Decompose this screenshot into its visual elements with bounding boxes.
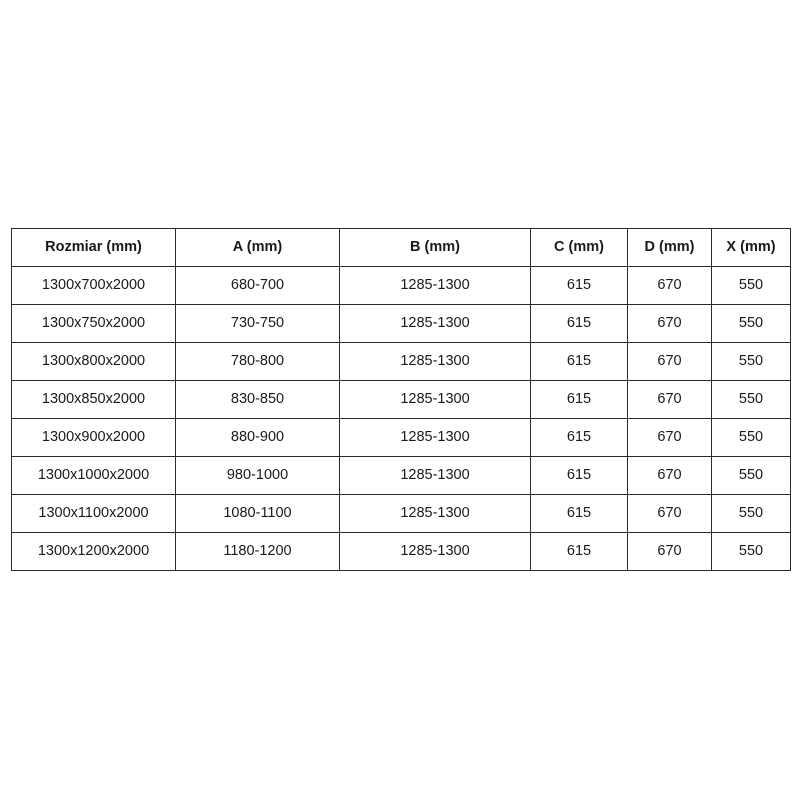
- cell-rozmiar: 1300x800x2000: [11, 342, 176, 381]
- cell-x: 550: [711, 494, 791, 533]
- column-header-d: D (mm): [627, 228, 712, 267]
- cell-c: 615: [530, 342, 628, 381]
- cell-d: 670: [627, 494, 712, 533]
- cell-b: 1285-1300: [339, 494, 531, 533]
- cell-c: 615: [530, 532, 628, 571]
- cell-rozmiar: 1300x1000x2000: [11, 456, 176, 495]
- cell-a: 880-900: [175, 418, 340, 457]
- cell-x: 550: [711, 418, 791, 457]
- cell-c: 615: [530, 304, 628, 343]
- size-table: Rozmiar (mm) A (mm) B (mm) C (mm) D (mm)…: [11, 228, 791, 571]
- cell-d: 670: [627, 418, 712, 457]
- cell-rozmiar: 1300x850x2000: [11, 380, 176, 419]
- cell-b: 1285-1300: [339, 380, 531, 419]
- column-header-x: X (mm): [711, 228, 791, 267]
- cell-b: 1285-1300: [339, 418, 531, 457]
- column-header-a: A (mm): [175, 228, 340, 267]
- table-row: 1300x1200x2000 1180-1200 1285-1300 615 6…: [11, 532, 791, 571]
- table-row: 1300x800x2000 780-800 1285-1300 615 670 …: [11, 342, 791, 381]
- table-row: 1300x900x2000 880-900 1285-1300 615 670 …: [11, 418, 791, 457]
- cell-c: 615: [530, 418, 628, 457]
- cell-a: 680-700: [175, 266, 340, 305]
- cell-a: 1180-1200: [175, 532, 340, 571]
- cell-rozmiar: 1300x700x2000: [11, 266, 176, 305]
- cell-b: 1285-1300: [339, 532, 531, 571]
- cell-x: 550: [711, 380, 791, 419]
- table-row: 1300x700x2000 680-700 1285-1300 615 670 …: [11, 266, 791, 305]
- cell-b: 1285-1300: [339, 342, 531, 381]
- cell-c: 615: [530, 494, 628, 533]
- cell-d: 670: [627, 304, 712, 343]
- table-body: 1300x700x2000 680-700 1285-1300 615 670 …: [11, 266, 791, 571]
- cell-a: 780-800: [175, 342, 340, 381]
- cell-rozmiar: 1300x750x2000: [11, 304, 176, 343]
- column-header-c: C (mm): [530, 228, 628, 267]
- cell-d: 670: [627, 342, 712, 381]
- cell-rozmiar: 1300x1100x2000: [11, 494, 176, 533]
- table-row: 1300x750x2000 730-750 1285-1300 615 670 …: [11, 304, 791, 343]
- cell-d: 670: [627, 266, 712, 305]
- cell-rozmiar: 1300x1200x2000: [11, 532, 176, 571]
- cell-rozmiar: 1300x900x2000: [11, 418, 176, 457]
- cell-c: 615: [530, 380, 628, 419]
- column-header-rozmiar: Rozmiar (mm): [11, 228, 176, 267]
- table-header-row: Rozmiar (mm) A (mm) B (mm) C (mm) D (mm)…: [11, 228, 791, 267]
- cell-d: 670: [627, 532, 712, 571]
- cell-x: 550: [711, 532, 791, 571]
- column-header-b: B (mm): [339, 228, 531, 267]
- cell-a: 830-850: [175, 380, 340, 419]
- cell-c: 615: [530, 266, 628, 305]
- cell-b: 1285-1300: [339, 304, 531, 343]
- cell-x: 550: [711, 342, 791, 381]
- cell-b: 1285-1300: [339, 456, 531, 495]
- cell-d: 670: [627, 380, 712, 419]
- cell-c: 615: [530, 456, 628, 495]
- cell-a: 1080-1100: [175, 494, 340, 533]
- cell-b: 1285-1300: [339, 266, 531, 305]
- size-table-container: Rozmiar (mm) A (mm) B (mm) C (mm) D (mm)…: [11, 228, 791, 571]
- cell-x: 550: [711, 266, 791, 305]
- cell-d: 670: [627, 456, 712, 495]
- table-header: Rozmiar (mm) A (mm) B (mm) C (mm) D (mm)…: [11, 228, 791, 267]
- cell-a: 730-750: [175, 304, 340, 343]
- cell-a: 980-1000: [175, 456, 340, 495]
- cell-x: 550: [711, 304, 791, 343]
- cell-x: 550: [711, 456, 791, 495]
- table-row: 1300x850x2000 830-850 1285-1300 615 670 …: [11, 380, 791, 419]
- table-row: 1300x1000x2000 980-1000 1285-1300 615 67…: [11, 456, 791, 495]
- table-row: 1300x1100x2000 1080-1100 1285-1300 615 6…: [11, 494, 791, 533]
